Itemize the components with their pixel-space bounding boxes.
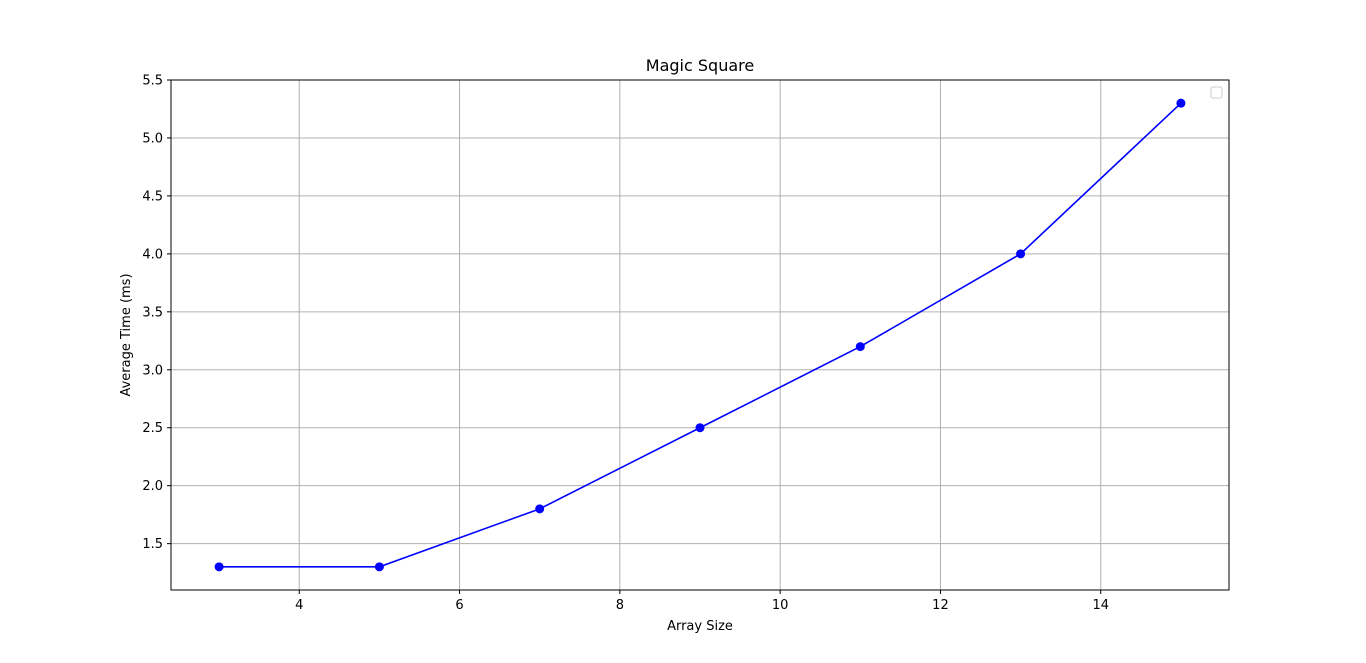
x-tick-label: 4 (295, 598, 303, 613)
grid-lines (171, 79, 1229, 590)
y-axis-ticks: 1.5 2.0 2.5 3.0 3.5 4.0 4.5 5.0 5.5 (142, 74, 171, 552)
series-layer (214, 98, 1186, 572)
y-tick-label: 2.0 (142, 479, 163, 494)
y-tick-label: 4.5 (142, 189, 163, 204)
x-tick-label: 12 (932, 598, 949, 613)
y-tick-label: 3.5 (142, 305, 163, 320)
x-axis-ticks: 4 6 8 10 12 14 (295, 590, 1109, 613)
y-tick-label: 5.0 (142, 131, 163, 146)
data-point (535, 504, 545, 514)
y-tick-label: 2.5 (142, 421, 163, 436)
x-tick-label: 6 (455, 598, 463, 613)
data-point (855, 342, 865, 352)
y-axis-label: Average Time (ms) (119, 273, 134, 396)
x-axis-label: Array Size (667, 619, 733, 634)
y-tick-label: 1.5 (142, 537, 163, 552)
x-tick-label: 8 (616, 598, 624, 613)
data-point (214, 562, 224, 572)
data-point (695, 423, 705, 433)
legend-box (1210, 86, 1223, 99)
x-tick-label: 10 (772, 598, 789, 613)
chart-title: Magic Square (646, 56, 754, 75)
y-tick-label: 5.5 (142, 74, 163, 89)
y-tick-label: 3.0 (142, 363, 163, 378)
data-point (374, 562, 384, 572)
x-tick-label: 14 (1092, 598, 1109, 613)
y-tick-label: 4.0 (142, 247, 163, 262)
plot-area-frame (170, 79, 1230, 591)
data-point (1016, 249, 1026, 259)
data-point (1176, 98, 1186, 108)
